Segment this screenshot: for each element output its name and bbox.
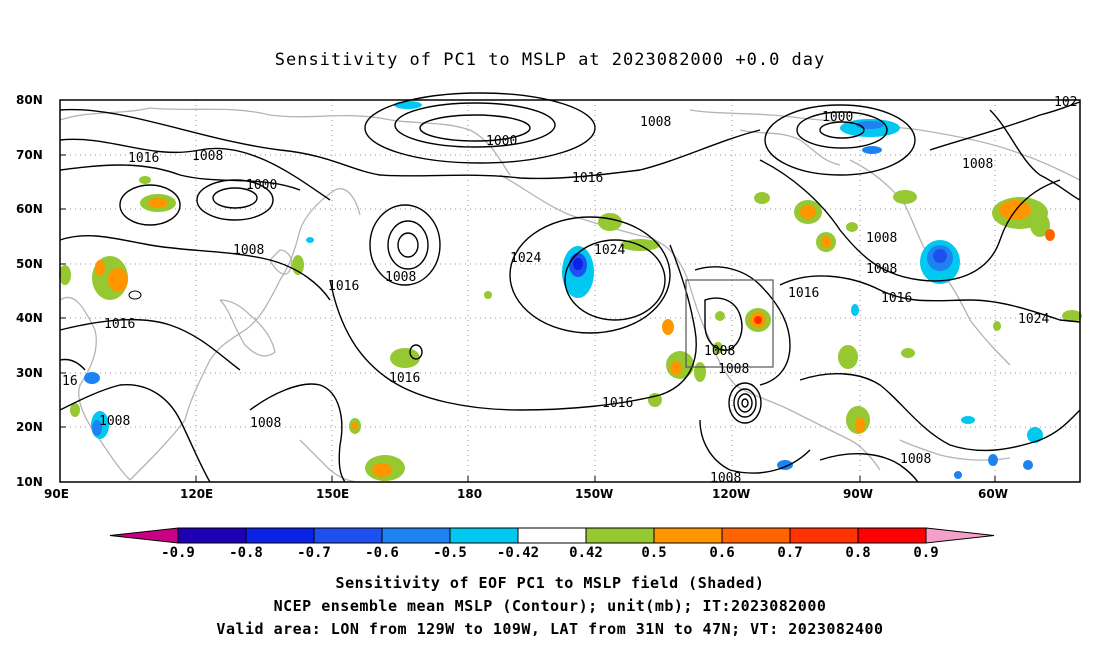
contour-label: 1008 xyxy=(866,231,897,246)
contour-label: 1008 xyxy=(962,157,993,172)
colorbar-segment xyxy=(245,527,315,544)
colorbar-segment xyxy=(381,527,451,544)
contour-label: 1016 xyxy=(128,151,159,166)
contour-label: 1000 xyxy=(486,134,517,149)
colorbar-segment xyxy=(721,527,791,544)
contour-label: 1008 xyxy=(710,471,741,486)
contour-label: 1016 xyxy=(788,286,819,301)
colorbar-segment xyxy=(313,527,383,544)
valid-area-box xyxy=(685,279,774,368)
colorbar-label: 0.7 xyxy=(777,545,802,561)
lon-tick-label: 120E xyxy=(180,487,213,501)
contour-label: 1000 xyxy=(822,110,853,125)
colorbar-segment xyxy=(449,527,519,544)
contour-label: 1016 xyxy=(602,396,633,411)
caption-line-1: Sensitivity of EOF PC1 to MSLP field (Sh… xyxy=(335,574,765,592)
lat-tick-label: 30N xyxy=(16,366,43,380)
caption-line-2: NCEP ensemble mean MSLP (Contour); unit(… xyxy=(273,597,827,615)
contour-label: 1008 xyxy=(233,243,264,258)
lon-tick-label: 60W xyxy=(978,487,1008,501)
contour-label: 1008 xyxy=(866,262,897,277)
colorbar-label: -0.9 xyxy=(161,545,195,561)
contour-label: 1016 xyxy=(104,317,135,332)
axis-ticks xyxy=(60,99,996,482)
contour-label: 1008 xyxy=(385,270,416,285)
contour-label: 1016 xyxy=(328,279,359,294)
lat-tick-label: 10N xyxy=(16,475,43,489)
lon-tick-label: 90W xyxy=(843,487,873,501)
lat-tick-label: 60N xyxy=(16,202,43,216)
lon-tick-label: 90E xyxy=(44,487,69,501)
map-frame xyxy=(59,99,1081,483)
contour-label: 1000 xyxy=(246,178,277,193)
contour-label: 1008 xyxy=(900,452,931,467)
colorbar-segment xyxy=(109,527,179,544)
contour-label: 16 xyxy=(62,374,78,389)
colorbar-segment xyxy=(177,527,247,544)
lon-tick-label: 150W xyxy=(575,487,613,501)
lat-tick-label: 70N xyxy=(16,148,43,162)
contour-label: 1016 xyxy=(389,371,420,386)
colorbar-label: 0.8 xyxy=(845,545,870,561)
colorbar-label: 0.6 xyxy=(709,545,734,561)
lat-tick-label: 50N xyxy=(16,257,43,271)
contour-label: 1008 xyxy=(99,414,130,429)
longitude-labels: 90E 120E 150E 180 150W 120W 90W 60W xyxy=(44,487,1008,501)
contour-label: 1016 xyxy=(881,291,912,306)
map-title: Sensitivity of PC1 to MSLP at 2023082000… xyxy=(274,50,826,70)
colorbar-segment xyxy=(517,527,587,544)
colorbar-segment xyxy=(925,527,995,544)
colorbar-label: -0.42 xyxy=(497,545,539,561)
colorbar-label: -0.7 xyxy=(297,545,331,561)
contour-labels: 1000 1008 1000 1016 1008 1000 1016 1008 … xyxy=(62,95,1077,486)
sensitivity-shading xyxy=(59,101,1082,481)
contour-label: 1024 xyxy=(594,243,625,258)
contour-label: 1008 xyxy=(718,362,749,377)
colorbar-label: 0.9 xyxy=(913,545,938,561)
contour-label: 1024 xyxy=(510,251,541,266)
colorbar-label: 0.42 xyxy=(569,545,603,561)
contour-label: 1008 xyxy=(250,416,281,431)
contour-label: 1008 xyxy=(704,344,735,359)
colorbar: -0.9 -0.8 -0.7 -0.6 -0.5 -0.42 0.42 0.5 0.6 0.7 0.… xyxy=(109,527,995,561)
colorbar-segment xyxy=(857,527,927,544)
lat-tick-label: 40N xyxy=(16,311,43,325)
contour-label: 1008 xyxy=(192,149,223,164)
contour-label: 1016 xyxy=(572,171,603,186)
colorbar-label: -0.5 xyxy=(433,545,467,561)
colorbar-label: 0.5 xyxy=(641,545,666,561)
contour-label: 102 xyxy=(1054,95,1077,110)
lon-tick-label: 150E xyxy=(316,487,349,501)
contour-label: 1024 xyxy=(1018,312,1049,327)
latitude-labels: 80N 70N 60N 50N 40N 30N 20N 10N xyxy=(16,93,43,489)
colorbar-segment xyxy=(789,527,859,544)
colorbar-segment xyxy=(585,527,655,544)
mslp-contours xyxy=(59,92,1081,483)
lon-tick-label: 120W xyxy=(712,487,750,501)
caption-line-3: Valid area: LON from 129W to 109W, LAT f… xyxy=(216,620,884,638)
colorbar-label: -0.8 xyxy=(229,545,263,561)
colorbar-label: -0.6 xyxy=(365,545,399,561)
lat-tick-label: 20N xyxy=(16,420,43,434)
lon-tick-label: 180 xyxy=(457,487,482,501)
colorbar-segment xyxy=(653,527,723,544)
contour-label: 1008 xyxy=(640,115,671,130)
lat-tick-label: 80N xyxy=(16,93,43,107)
